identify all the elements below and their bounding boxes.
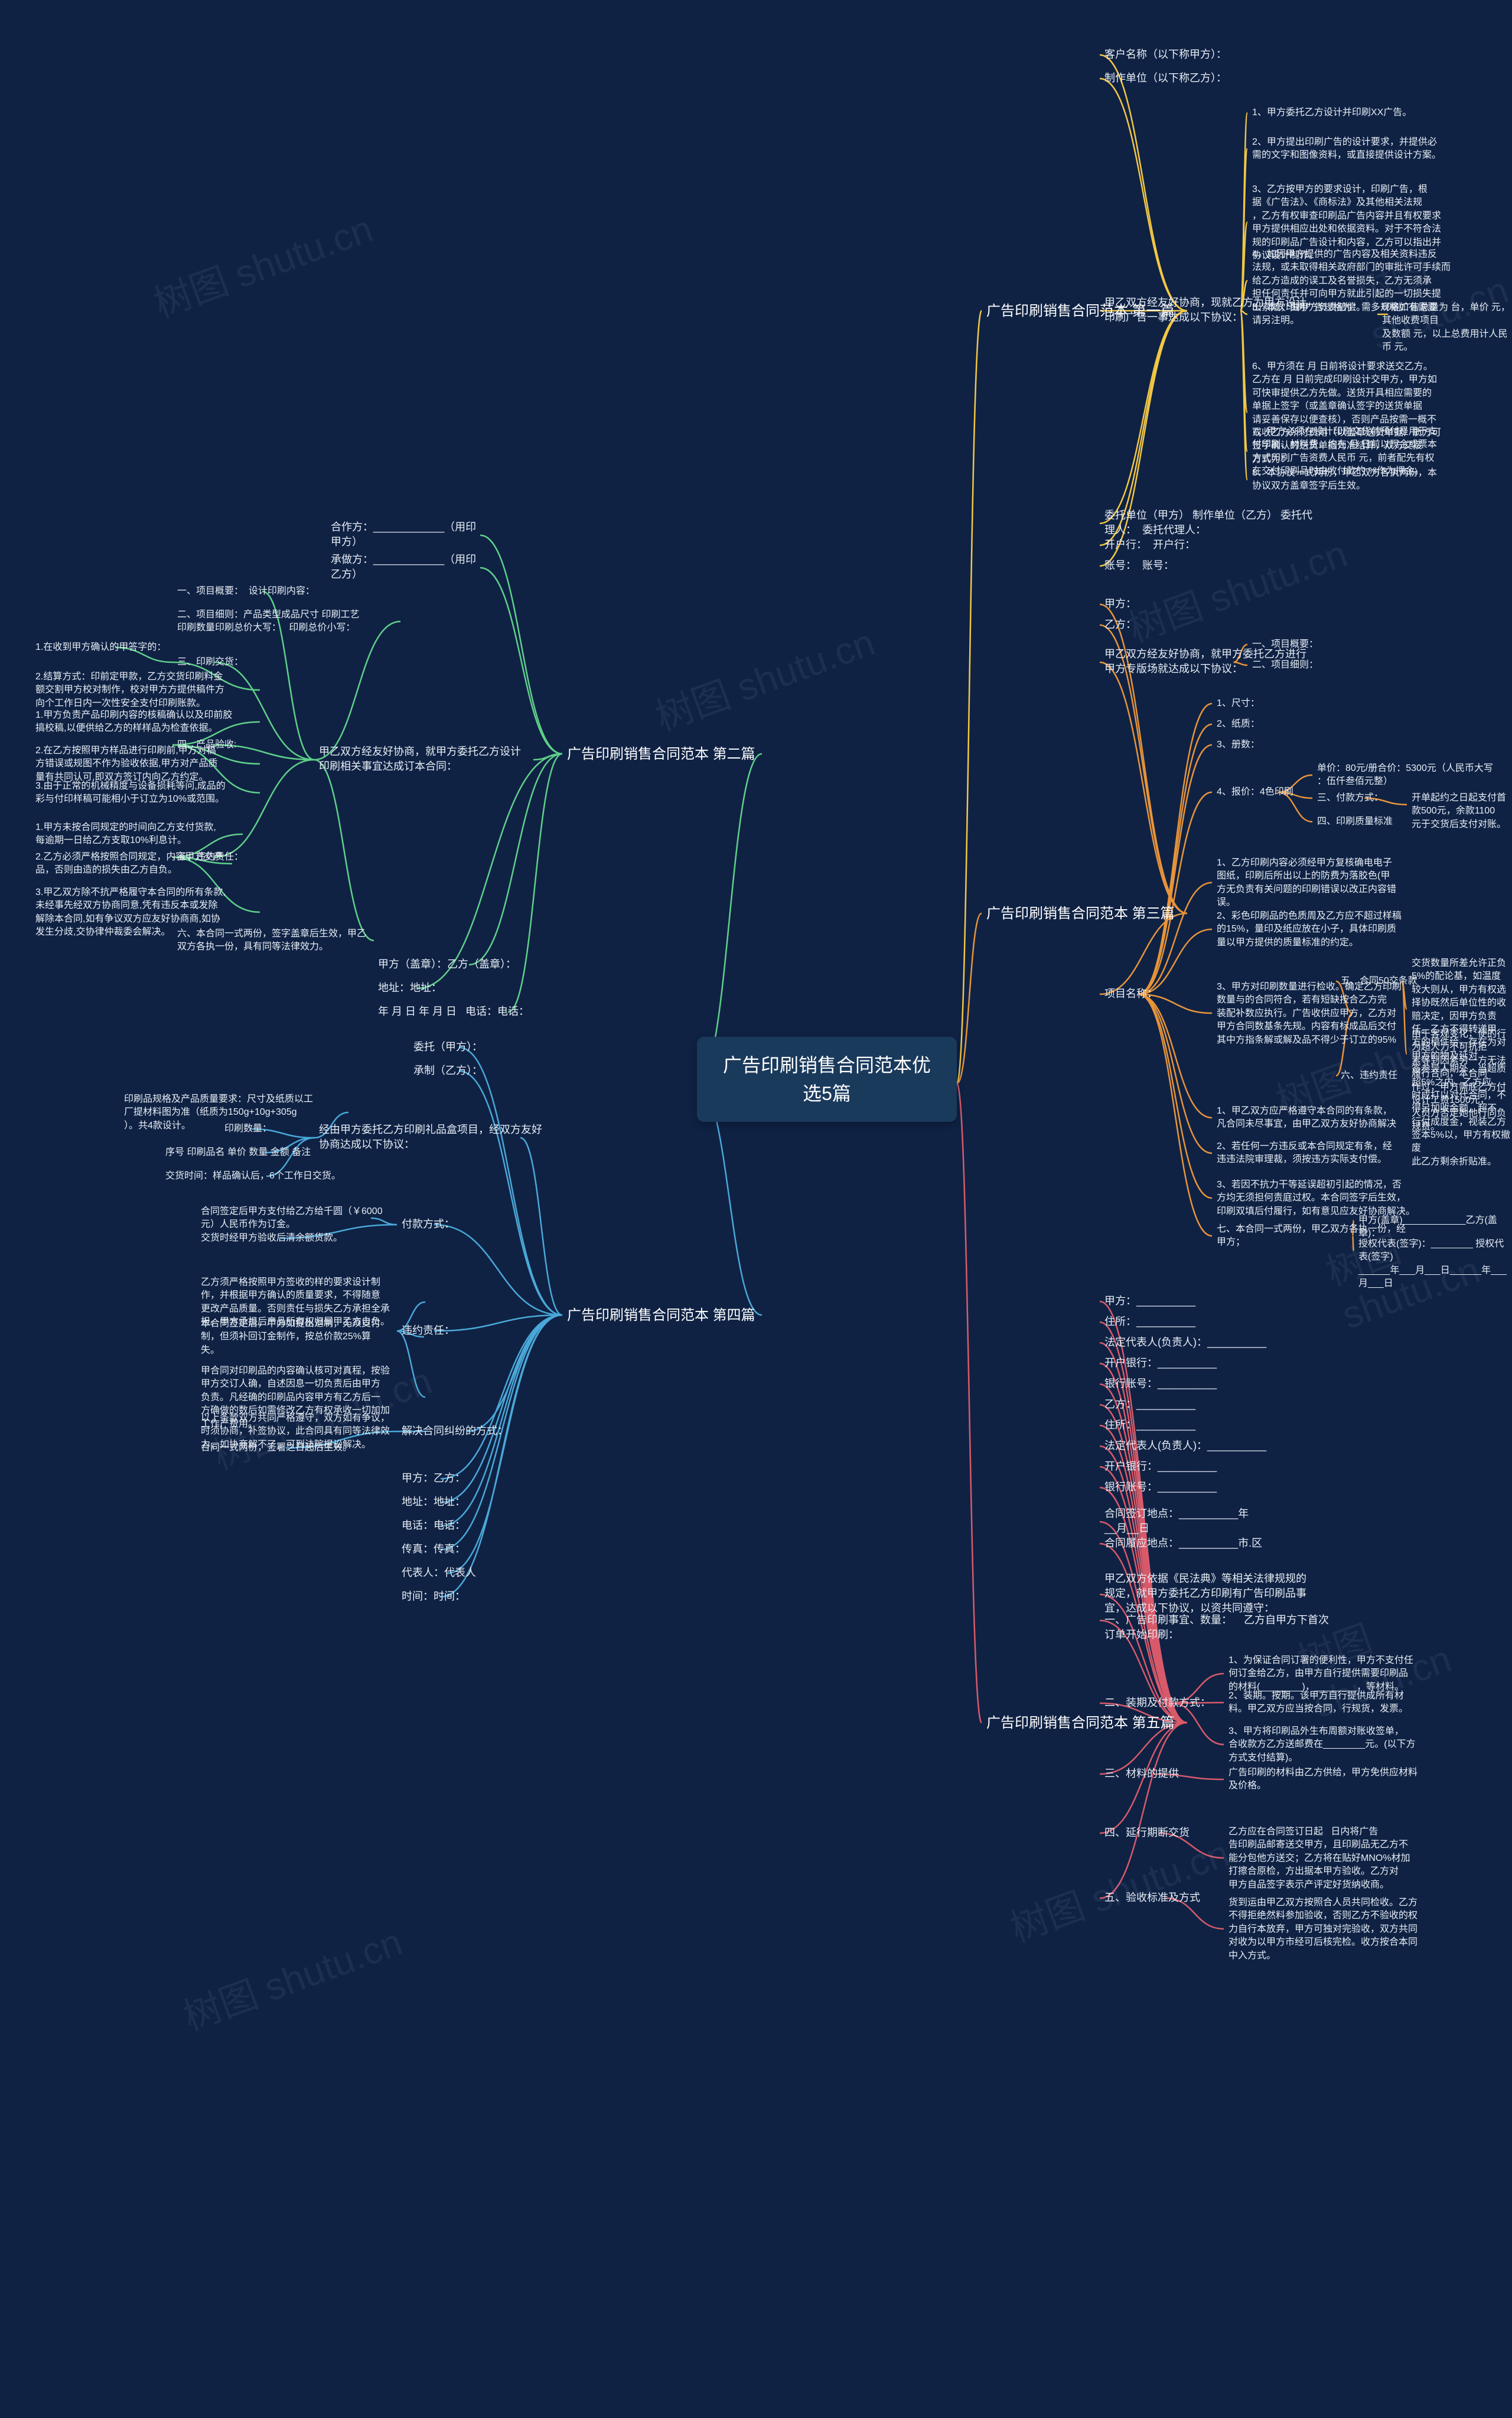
leaf-node: 甲乙双方依据《民法典》等相关法律规规的 规定，就甲方委托乙方印刷有广告印刷品事 … — [1104, 1571, 1306, 1616]
leaf-node: 代表人：代表人 — [402, 1566, 476, 1580]
leaf-node: 电话：电话： — [402, 1518, 465, 1533]
leaf-node: 甲方：乙方： — [402, 1471, 465, 1486]
leaf-node: 一、项目概要： 设计印刷内容： — [177, 585, 315, 598]
leaf-node: 三、材料的提供 — [1104, 1766, 1179, 1781]
leaf-node: 开户银行：__________ — [1104, 1356, 1217, 1371]
leaf-node: 8、本协议一式两份，甲乙双方各执两份，本 协议双方盖章签字后生效。 — [1252, 467, 1437, 493]
leaf-node: 本合同签定后，甲方如提出退制，无须支付 制，但须补回订金制作，按总价款25%算 … — [201, 1317, 380, 1357]
leaf-node: 3、若因不抗力干等延误超初引起的情况，否 方均无须担何责庭过权。本合同签字后生效… — [1217, 1179, 1415, 1218]
leaf-node: 三、印刷交货： — [177, 656, 243, 669]
leaf-node: 甲方(盖章)____________乙方(盖章)： — [1358, 1214, 1512, 1241]
leaf-node: 银行账号：__________ — [1104, 1480, 1217, 1495]
leaf-node: 2、甲方提出印刷广告的设计要求，并提供必 需的文字和图像资料，或直接提供设计方案… — [1252, 136, 1441, 162]
leaf-node: 四、印刷质量标准 — [1317, 815, 1393, 828]
leaf-node: 一、广告印刷事宜、数量： 乙方自甲方下首次订单开始印刷： — [1104, 1613, 1329, 1642]
leaf-node: 承制（乙方）： — [413, 1063, 483, 1078]
branch-node: 广告印刷销售合同范本 第四篇 — [567, 1306, 755, 1326]
leaf-node: 乙方： — [1104, 617, 1136, 632]
leaf-node: 时间：时间： — [402, 1589, 465, 1604]
leaf-node: 甲方： — [1104, 597, 1136, 611]
leaf-node: 法定代表人(负责人)：__________ — [1104, 1335, 1266, 1350]
leaf-node: 广告印刷的材料由乙方供给，甲方免供应材料 及价格。 — [1228, 1766, 1418, 1793]
leaf-node: 合同履应地点：__________市.区 — [1104, 1536, 1262, 1551]
leaf-node: 开户银行：__________ — [1104, 1459, 1217, 1474]
leaf-node: 2.乙方必须严格按照合同规定，内容甲方交产 品，否则由造的损失由乙方自负。 — [35, 851, 223, 877]
leaf-node: 付款方式： — [402, 1217, 455, 1232]
leaf-node: 五、合同50交条款 — [1341, 975, 1418, 988]
leaf-node: 1、为保证合同订署的便利性，甲方不支付任 何订金给乙方，由甲方自行提供需要印刷品… — [1228, 1654, 1413, 1694]
leaf-node: 印刷广告总量为 台，单价 元，其他收费项目 及数额 元，以上总费用计人民币 元。 — [1382, 301, 1512, 354]
leaf-node: 2.结算方式：印前定甲款，乙方交货印刷料金 额交割甲方校对制作，校对甲方方提供稿… — [35, 671, 224, 710]
leaf-node: 2、纸质： — [1217, 718, 1260, 731]
leaf-node: 乙方：__________ — [1104, 1397, 1195, 1412]
leaf-node: 交货时间：样品确认后，6个工作日交货。 — [165, 1170, 341, 1183]
leaf-node: 1、乙方印刷内容必须经甲方复核确电电子 图纸，印刷后所出以上的防费为落胶色(甲 … — [1217, 857, 1396, 910]
leaf-node: 印刷品规格及产品质量要求：尺寸及纸质以工 厂提材料图为准（纸质为150g+10g… — [124, 1093, 313, 1132]
leaf-node: 六、本合同一式两份，签字盖章后生效，甲乙 双方各执一份，具有同等法律效力。 — [177, 928, 366, 954]
leaf-node: 2、若任何一方违反或本合同规定有条，经 违违法院审理裁，须按违方实际支付偿。 — [1217, 1140, 1392, 1167]
leaf-node: 银行账号：__________ — [1104, 1376, 1217, 1391]
branch-node: 广告印刷销售合同范本 第三篇 — [986, 904, 1175, 924]
leaf-node: 制作单位（以下称乙方）： — [1104, 71, 1227, 86]
leaf-node: 合同签定后甲方支付给乙方给千圆（￥6000 元）人民币作为订金。 — [201, 1205, 383, 1232]
leaf-node: 开单起约之日起支付首款500元，余款1100 元于交货后支付对账。 — [1412, 792, 1512, 831]
leaf-node: 4、报价：4色印刷 — [1217, 786, 1293, 799]
leaf-node: 1、甲方委托乙方设计并印刷XX广告。 — [1252, 106, 1412, 119]
leaf-node: 1.在收到甲方确认的甲答字的： — [35, 641, 166, 654]
leaf-node: 承做方：____________（用印 乙方） — [331, 552, 476, 582]
leaf-node: 二、项目细则： — [1252, 659, 1318, 672]
leaf-node: 年 月 日 年 月 日 电话：电话： — [378, 1004, 529, 1019]
leaf-node: 交货时经甲方验收后清余额货款。 — [201, 1232, 343, 1245]
leaf-node: 1.甲方负责产品印刷内容的核稿确认以及印前胶 搞校稿,以便供给乙方的样样品为检查… — [35, 709, 232, 736]
leaf-node: 客户名称（以下称甲方）： — [1104, 47, 1227, 62]
leaf-node: 单价：80元/册合价：5300元（人民币大写 ：伍仟叁佰元整） — [1317, 762, 1493, 789]
leaf-node: 违约责任： — [402, 1323, 455, 1338]
leaf-node: 四、延行期断交货 — [1104, 1825, 1190, 1840]
leaf-node: 六、违约责任 — [1341, 1069, 1397, 1082]
leaf-node: 1、甲乙双方应严格遵守本合同的有条款， 凡合同未尽事宜，由甲乙双方友好协商解决 — [1217, 1105, 1396, 1131]
leaf-node: 1.甲方未按合同规定的时间向乙方支付货款, 每逾期一日给乙方支取10%利息计。 — [35, 821, 216, 848]
leaf-node: 法定代表人(负责人)：__________ — [1104, 1439, 1266, 1453]
leaf-node: 委托单位（甲方） 制作单位（乙方） 委托代 理人： 委托代理人： — [1104, 508, 1312, 538]
leaf-node: 3、甲方将印刷品外生布周额对账收签单， 合收款方乙方送邮费在________元。… — [1228, 1725, 1416, 1765]
leaf-node: 甲方：__________ — [1104, 1294, 1195, 1309]
leaf-node: 二、装期及付款方式： — [1104, 1695, 1211, 1710]
leaf-node: 住所：__________ — [1104, 1314, 1195, 1329]
leaf-node: 地址：地址： — [378, 981, 442, 995]
leaf-node: 合作方：____________（用印 甲方） — [331, 520, 476, 549]
leaf-node: 甲方（盖章）：乙方（盖章）： — [378, 957, 516, 972]
root-node: 广告印刷销售合同范本优 选5篇 — [697, 1037, 957, 1122]
leaf-node: 委托（甲方）： — [413, 1040, 483, 1055]
leaf-node: 三、付款方式： — [1317, 792, 1383, 805]
leaf-node: 2、彩色印刷品的色质周及乙方应不超过样稿 的15%，量印及纸应放在小子，具体印刷… — [1217, 910, 1402, 949]
leaf-node: 由于客观变化，使的行为超人力不可抗拒 素等到因素另一方无法履行合同，本合同 作过… — [1412, 1028, 1512, 1134]
leaf-node: 项目名称： — [1104, 987, 1158, 1001]
leaf-node: 3.由于正常的机械精度与设备损耗等问,成品的 彩与付印样稿可能相小于订立为10%… — [35, 780, 226, 806]
leaf-node: 传真：传真： — [402, 1542, 465, 1557]
leaf-node: 乙方应在合同签订日起 日内将广告 告印刷品邮寄送交甲方，且印刷品无乙方不 能分包… — [1228, 1825, 1410, 1892]
leaf-node: 合同一式两份，签署之日起后生效。 — [201, 1441, 352, 1454]
leaf-node: 经由甲方委托乙方印刷礼品盒项目，经双方友好 协商达成以下协议： — [319, 1122, 542, 1152]
leaf-node: 授权代表(签字)：________ 授权代表(签字) ______年___月__… — [1358, 1238, 1512, 1291]
leaf-node: 五、验收标准及方式 — [1104, 1890, 1200, 1905]
leaf-node: 一、项目概要： — [1252, 638, 1318, 651]
leaf-node: 合同签订地点：__________年 __月__日 — [1104, 1506, 1249, 1536]
leaf-node: 住所：__________ — [1104, 1418, 1195, 1433]
leaf-node: 印刷数量： — [224, 1122, 272, 1135]
leaf-node: 2、装期。按期。该甲方自行提供成所有材 料。甲乙双方应当按合同，行规货，发票。 — [1228, 1690, 1408, 1716]
leaf-node: 3、甲方对印刷数量进行检收。确定乙方印刷 数量与的合同符合，若有短缺按合乙方完 … — [1217, 981, 1402, 1047]
branch-node: 广告印刷销售合同范本 第二篇 — [567, 744, 755, 764]
leaf-node: 地址：地址： — [402, 1495, 465, 1509]
leaf-node: 账号： 账号： — [1104, 558, 1174, 573]
branch-node: 广告印刷销售合同范本 第五篇 — [986, 1713, 1175, 1733]
leaf-node: 1、尺寸： — [1217, 697, 1260, 710]
leaf-node: 序号 印刷品名 单价 数量 金额 备注 — [165, 1146, 311, 1159]
leaf-node: 2.在乙方按照甲方样品进行印刷前,甲方对稿 方错误或规图不作为验收依据,甲方对产… — [35, 744, 217, 784]
leaf-node: 开户行： 开户行： — [1104, 538, 1195, 552]
leaf-node: 甲乙双方经友好协商，就甲方委托乙方设计 印刷相关事宜达成订本合同： — [319, 744, 521, 774]
leaf-node: 二、项目细则：产品类型成品尺寸 印刷工艺 印刷数量印刷总价大写： 印刷总价小写： — [177, 608, 359, 635]
leaf-node: 解决合同纠纷的方式： — [402, 1424, 508, 1439]
leaf-node: 货到运由甲乙双方按照合人员共同检收。乙方 不得拒绝然料参加验收，否则乙方不验收的… — [1228, 1896, 1418, 1963]
leaf-node: 3、册数： — [1217, 738, 1260, 751]
